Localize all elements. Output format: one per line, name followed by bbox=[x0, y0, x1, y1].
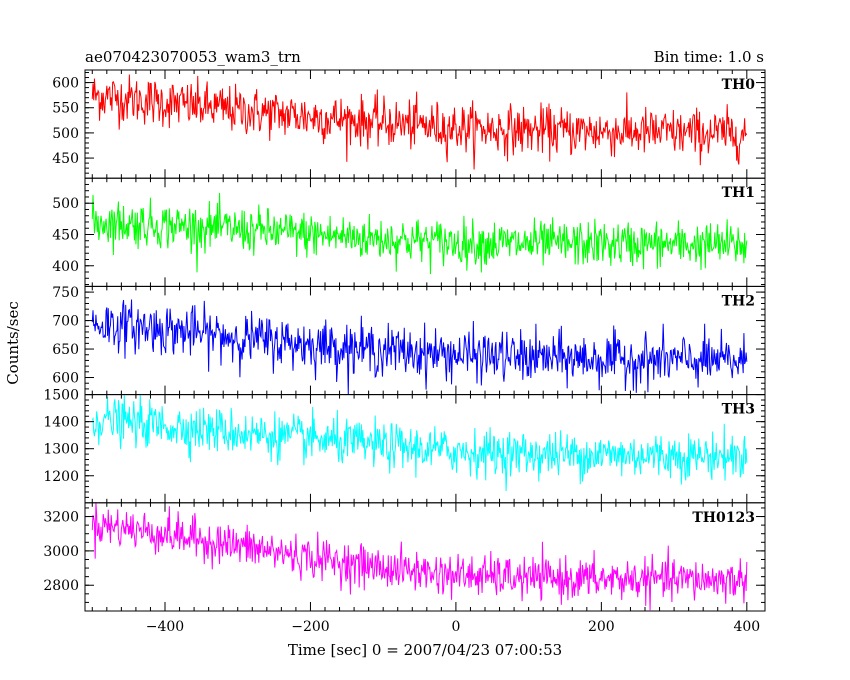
y-tick-label: 750 bbox=[52, 285, 79, 301]
x-tick-label: 0 bbox=[451, 619, 460, 635]
plot-title: ae070423070053_wam3_trn bbox=[85, 48, 301, 66]
bin-time-label: Bin time: 1.0 s bbox=[654, 48, 764, 66]
y-tick-label: 450 bbox=[52, 227, 79, 243]
x-tick-label: 200 bbox=[588, 619, 615, 635]
panel-th3: 1200 1300 1400 1500 TH3 bbox=[43, 388, 766, 504]
panel-th1: 400 450 500 TH1 bbox=[52, 177, 766, 287]
y-tick-label: 600 bbox=[52, 76, 79, 92]
y-tick-label: 1200 bbox=[43, 469, 79, 485]
panel-th0123: 2800 3000 3200 TH0123 bbox=[43, 502, 766, 612]
y-tick-label: 450 bbox=[52, 151, 79, 167]
y-tick-label: 3000 bbox=[43, 544, 79, 560]
y-tick-label: 400 bbox=[52, 259, 79, 275]
y-tick-label: 550 bbox=[52, 101, 79, 117]
y-axis-title: Counts/sec bbox=[4, 301, 22, 385]
panel-frame bbox=[84, 394, 766, 504]
y-tick-label: 700 bbox=[52, 314, 79, 330]
y-tick-label: 2800 bbox=[43, 578, 79, 594]
panel-label: TH0123 bbox=[692, 510, 755, 526]
y-tick-label: 600 bbox=[52, 371, 79, 387]
y-tick-label: 1500 bbox=[43, 388, 79, 404]
panel-label: TH1 bbox=[722, 185, 755, 201]
panel-th0: 450 500 550 600 TH0 bbox=[52, 69, 766, 179]
x-axis-title: Time [sec] 0 = 2007/04/23 07:00:53 bbox=[288, 641, 562, 659]
panels-group: 450 500 550 600 TH0 400 450 500 TH1 600 650 700 750 T… bbox=[43, 69, 766, 612]
panel-frame bbox=[84, 502, 766, 612]
x-tick-label: −400 bbox=[146, 619, 184, 635]
y-tick-label: 3200 bbox=[43, 510, 79, 526]
series-line-th0123 bbox=[91, 502, 748, 611]
series-line-th1 bbox=[91, 192, 748, 275]
panel-label: TH3 bbox=[722, 402, 755, 418]
y-tick-label: 500 bbox=[52, 196, 79, 212]
series-line-th0 bbox=[91, 74, 748, 170]
y-tick-label: 1400 bbox=[43, 415, 79, 431]
panel-th2: 600 650 700 750 TH2 bbox=[52, 285, 766, 396]
series-line-th2 bbox=[91, 299, 748, 395]
x-axis: −400 −200 0 200 400 bbox=[146, 619, 760, 635]
y-tick-label: 1300 bbox=[43, 442, 79, 458]
y-tick-label: 500 bbox=[52, 126, 79, 142]
series-line-th3 bbox=[91, 394, 748, 491]
panel-label: TH2 bbox=[722, 293, 755, 309]
x-tick-label: −200 bbox=[291, 619, 329, 635]
y-tick-label: 650 bbox=[52, 342, 79, 358]
x-tick-label: 400 bbox=[733, 619, 760, 635]
panel-label: TH0 bbox=[722, 77, 756, 93]
